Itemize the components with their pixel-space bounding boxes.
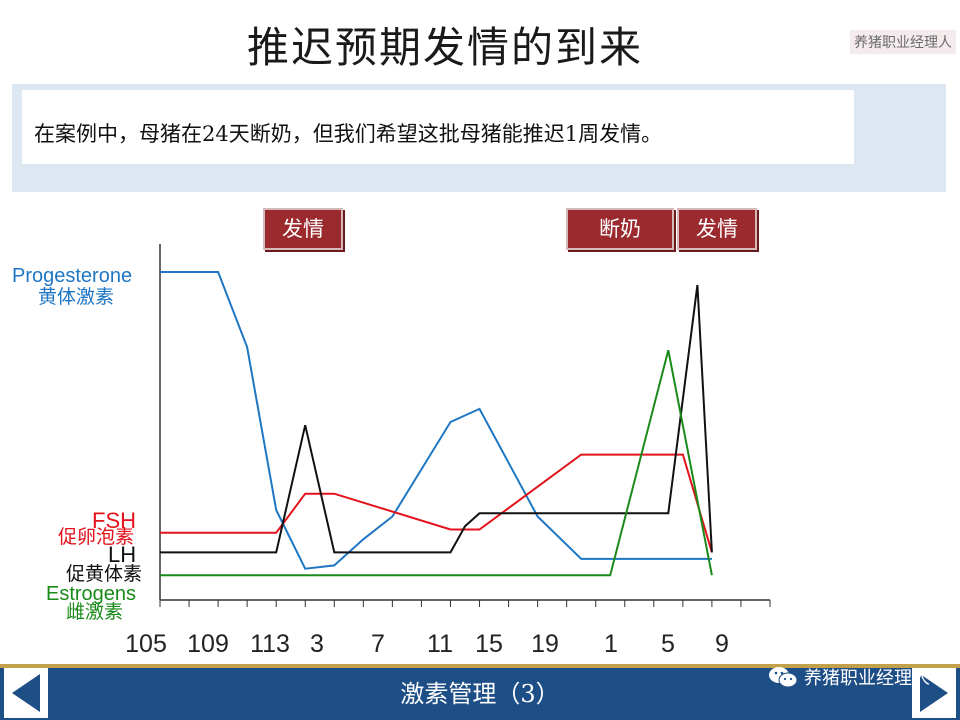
tag-estrus-1: 发情: [263, 208, 343, 250]
x-tick-label: 15: [475, 630, 503, 658]
x-tick-label: 3: [310, 630, 324, 658]
x-tick-label: 11: [427, 630, 453, 658]
x-tick-label: 9: [715, 630, 729, 658]
tag-estrus-2: 发情: [677, 208, 757, 250]
series-label-progesterone: Progesterone: [12, 265, 132, 287]
x-tick-label: 7: [371, 630, 385, 658]
x-tick-label: 1: [604, 630, 618, 658]
x-tick-label: 113: [250, 630, 290, 658]
series-line-estrogens: [160, 349, 713, 577]
footer-bar: [0, 664, 960, 720]
wechat-icon: [769, 667, 798, 688]
footer-title: 激素管理（3）: [400, 680, 560, 708]
series-line-fsh: [160, 453, 713, 553]
description-text: 在案例中，母猪在24天断奶，但我们希望这批母猪能推迟1周发情。: [22, 90, 854, 164]
x-tick-label: 109: [187, 630, 229, 658]
x-tick-label: 19: [531, 630, 559, 658]
chart-series-lines: [160, 271, 713, 577]
series-label-fsh: FSH: [92, 508, 136, 533]
watermark-text: 养猪职业经理人: [804, 668, 930, 689]
previous-arrow-icon[interactable]: [4, 668, 48, 718]
tag-weaning: 断奶: [566, 208, 674, 250]
slide-title: 推迟预期发情的到来: [246, 23, 643, 72]
series-line-progesterone: [160, 271, 712, 570]
series-label-estrogens: Estrogens: [46, 583, 136, 605]
series-label-cn-estrogens: 雌激素: [66, 601, 123, 623]
corner-watermark: 养猪职业经理人: [850, 30, 956, 54]
next-arrow-icon[interactable]: [912, 668, 956, 718]
wechat-watermark: 养猪职业经理人: [768, 664, 930, 690]
x-tick-label: 5: [661, 630, 675, 658]
series-line-lh: [160, 284, 713, 554]
x-tick-label: 105: [125, 630, 167, 658]
chart-axes: [159, 244, 771, 607]
series-label-cn-fsh: 促卵泡素: [58, 526, 134, 548]
chart-tick-labels: 105 109 113 3 7 11 15 19 1 5 9: [125, 630, 729, 658]
series-label-cn-lh: 促黄体素: [66, 563, 142, 585]
series-label-cn-progesterone: 黄体激素: [38, 286, 114, 308]
series-label-lh: LH: [108, 542, 136, 567]
